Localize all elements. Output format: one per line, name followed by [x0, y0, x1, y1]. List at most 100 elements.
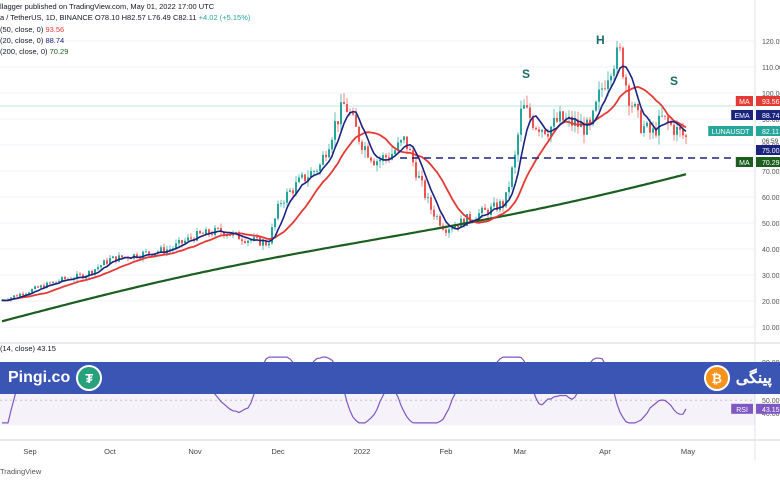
- rsi-tag-value: 43.15: [762, 407, 780, 414]
- candle-body: [523, 105, 525, 109]
- candle-body: [118, 255, 120, 262]
- candle-body: [511, 167, 513, 188]
- candle-body: [190, 237, 192, 239]
- candle-body: [289, 190, 291, 192]
- ma50-tag-value-bg: [756, 96, 780, 106]
- banner-left-text: Pingi.co: [8, 369, 71, 386]
- candle-body: [601, 88, 603, 90]
- candle-body: [304, 174, 306, 182]
- candle-body: [37, 286, 39, 288]
- candles-group: [1, 40, 687, 302]
- candle-body: [163, 247, 165, 254]
- candle-body: [553, 117, 555, 127]
- candle-body: [394, 150, 396, 154]
- candle-body: [202, 233, 204, 235]
- candle-body: [220, 227, 222, 232]
- candle-body: [241, 239, 243, 242]
- candle-body: [478, 213, 480, 220]
- ma50-legend[interactable]: (50, close, 0) 93.56: [0, 25, 64, 34]
- candle-body: [58, 281, 60, 282]
- candle-body: [547, 134, 549, 137]
- candle-body: [517, 134, 519, 155]
- banner-right: ₿ پینگی: [703, 365, 772, 391]
- candle-body: [433, 209, 435, 217]
- last-price-tag-label-bg: [708, 126, 753, 136]
- candle-body: [466, 214, 468, 227]
- candle-body: [136, 254, 138, 258]
- candle-body: [361, 141, 363, 151]
- rsi-legend[interactable]: (14, close) 43.15: [0, 344, 56, 353]
- rsi-label: (14, close): [0, 344, 36, 353]
- candle-body: [121, 255, 123, 258]
- tether-icon: ₮: [76, 365, 103, 391]
- candle-body: [610, 75, 612, 81]
- rsi-tag: RSI 43.15: [731, 403, 780, 414]
- ma200-tag-label: MA: [739, 160, 750, 167]
- time-tick-label: Feb: [440, 447, 453, 456]
- time-tick-label: Oct: [104, 447, 117, 456]
- time-tick-label: Sep: [23, 447, 36, 456]
- footer-text: TradingView: [0, 467, 42, 476]
- candle-body: [112, 256, 114, 259]
- candle-body: [217, 227, 219, 229]
- candle-body: [619, 47, 621, 49]
- candle-body: [19, 293, 21, 297]
- ma200-legend[interactable]: (200, close, 0) 70.29: [0, 47, 68, 56]
- candle-body: [298, 177, 300, 183]
- candle-body: [331, 139, 333, 150]
- candle-body: [670, 122, 672, 125]
- candle-body: [493, 202, 495, 207]
- last-price-value: 82.11: [762, 129, 779, 136]
- candle-body: [664, 115, 666, 117]
- rsi-tick-label: 50.00: [762, 398, 780, 405]
- price-tick-label: 120.00: [762, 39, 780, 46]
- candle-body: [412, 150, 414, 163]
- price-tick-label: 90.00: [762, 117, 780, 124]
- candle-body: [277, 203, 279, 219]
- candle-body: [544, 129, 546, 135]
- candle-body: [541, 129, 543, 132]
- candle-body: [196, 230, 198, 241]
- ma50-tag-label: MA: [739, 99, 750, 106]
- candle-body: [337, 121, 339, 125]
- candle-body: [145, 251, 147, 253]
- candle-body: [379, 159, 381, 162]
- candle-body: [340, 102, 342, 125]
- candle-body: [256, 237, 258, 238]
- candle-body: [676, 126, 678, 135]
- tradingview-footer[interactable]: TradingView: [0, 467, 41, 476]
- candle-body: [409, 148, 411, 151]
- ema20-value: 88.74: [45, 36, 65, 45]
- candle-body: [25, 293, 27, 296]
- candle-body: [370, 157, 372, 161]
- candle-body: [94, 269, 96, 274]
- candle-body: [139, 257, 141, 259]
- candle-body: [109, 258, 111, 264]
- candle-body: [82, 274, 84, 279]
- support-tag: 75.00: [756, 145, 780, 155]
- candle-body: [259, 237, 261, 246]
- price-tick-label: 70.00: [762, 169, 780, 176]
- candle-body: [424, 180, 426, 198]
- candle-body: [556, 117, 558, 122]
- candle-body: [55, 281, 57, 283]
- candle-body: [106, 260, 108, 264]
- open-value: O78.10: [94, 13, 120, 22]
- candle-body: [97, 267, 99, 270]
- ma200-line: [1, 173, 687, 323]
- candle-body: [481, 207, 483, 214]
- candle-body: [490, 206, 492, 215]
- candle-body: [499, 201, 501, 211]
- candle-body: [628, 85, 630, 106]
- candle-body: [640, 110, 642, 133]
- ma50-tag: MA 93.56: [735, 96, 780, 106]
- candle-body: [661, 115, 663, 117]
- price-tick-label: 50.00: [762, 221, 780, 228]
- candle-body: [514, 154, 516, 168]
- ema20-legend[interactable]: (20, close, 0) 88.74: [0, 36, 64, 45]
- candle-body: [604, 88, 606, 90]
- candle-body: [484, 207, 486, 210]
- last-price-tag-label: LUNAUSDT: [712, 129, 750, 136]
- ma200-tag-value: 70.29: [762, 160, 780, 167]
